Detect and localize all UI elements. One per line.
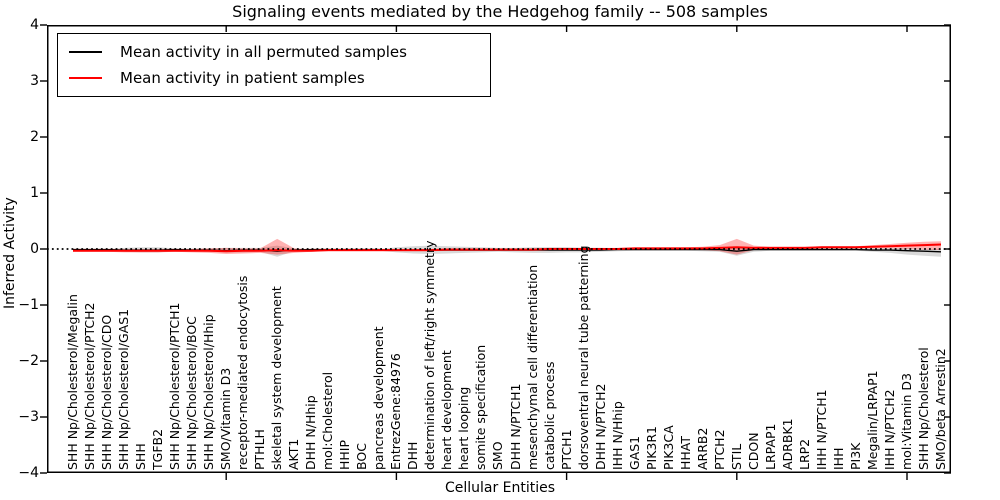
x-tick-label: PIK3CA [660,425,676,470]
y-tick-label: 3 [30,72,39,89]
permuted-line-swatch [69,51,102,53]
x-tick-label: skeletal system development [269,286,285,470]
x-tick-label: ADRBK1 [779,418,795,470]
x-tick-label: receptor-mediated endocytosis [235,275,251,470]
x-tick-label: SHH Np/Cholesterol/BOC [184,316,200,470]
x-tick-label: determination of left/right symmetry [422,240,438,471]
x-tick-label: IHH [830,447,846,471]
x-tick-label: SHH Np/Cholesterol/PTCH1 [167,302,183,471]
x-tick-label: dorsoventral neural tube patterning [575,245,591,471]
x-tick-label: mol:Cholesterol [320,371,336,470]
x-tick-label: SHH Np/Cholesterol/PTCH2 [82,302,98,471]
x-tick-label: pancreas development [371,326,387,470]
x-tick-label: SHH Np/Cholesterol/GAS1 [116,308,132,470]
x-tick-label: PTHLH [252,429,268,470]
x-tick-label: somite specification [473,344,489,470]
x-tick-label: SHH [133,443,149,470]
x-tick-label: GAS1 [626,435,642,470]
y-tick-label: 2 [30,128,39,145]
x-tick-label: PIK3R1 [643,425,659,470]
x-tick-label: SHH Np/Cholesterol/CDO [99,314,115,470]
x-tick-label: ARRB2 [694,427,710,470]
x-tick-label: SMO [490,441,506,470]
x-tick-label: SMO/Vitamin D3 [218,367,234,470]
x-tick-label: TGFB2 [150,428,166,470]
x-tick-label: mol:Vitamin D3 [898,373,914,470]
legend-item-permuted: Mean activity in all permuted samples [58,40,490,64]
x-tick-label: LRPAP1 [762,423,778,470]
x-tick-label: DHH N/PTCH1 [507,383,523,470]
x-tick-label: heart development [439,350,455,470]
x-tick-label: DHH [405,441,421,470]
x-tick-label: DHH N/Hhip [303,395,319,470]
y-tick-label: −4 [18,464,39,481]
patient-mean-line [73,243,942,253]
x-tick-label: catabolic process [541,361,557,470]
x-tick-label: PTCH1 [558,429,574,470]
x-axis-title: Cellular Entities [444,480,556,496]
legend-label-permuted: Mean activity in all permuted samples [120,43,407,61]
x-tick-label: LRP2 [796,438,812,470]
legend-item-patient: Mean activity in patient samples [58,66,490,90]
x-tick-label: PI3K [847,442,863,470]
x-tick-label: SHH Np/Cholesterol [915,347,931,470]
x-tick-label: HHIP [337,439,353,470]
x-tick-label: HHAT [677,435,693,470]
x-tick-label: CDON [745,432,761,470]
x-tick-label: IHH N/PTCH2 [881,389,897,470]
x-tick-label: PTCH2 [711,429,727,470]
x-tick-label: Megalin/LRPAP1 [864,370,880,470]
x-tick-label: SHH Np/Cholesterol/Hhip [201,314,217,470]
x-tick-label: SHH Np/Cholesterol/Megalin [65,294,80,470]
y-tick-label: 0 [30,240,39,257]
x-tick-label: mesenchymal cell differentiation [524,264,540,470]
x-tick-label: EntrezGene:84976 [388,353,404,470]
x-tick-label: DHH N/PTCH2 [592,383,608,470]
x-tick-label: IHH N/PTCH1 [813,389,829,470]
y-tick-label: −3 [18,408,39,425]
y-tick-label: 4 [30,16,39,33]
y-tick-label: 1 [30,184,39,201]
x-tick-label: heart looping [456,386,472,470]
x-tick-label: STIL [728,443,744,470]
x-tick-label: IHH N/Hhip [609,401,625,470]
patient-line-swatch [69,77,102,79]
x-tick-label: AKT1 [286,438,302,470]
y-tick-label: −2 [18,352,39,369]
legend-label-patient: Mean activity in patient samples [120,69,365,87]
x-tick-label: BOC [354,443,370,470]
y-tick-label: −1 [18,296,39,313]
legend: Mean activity in all permuted samples Me… [57,33,491,97]
x-tick-label: SMO/beta Arrestin2 [933,348,948,470]
chart-title: Signaling events mediated by the Hedgeho… [232,2,768,21]
